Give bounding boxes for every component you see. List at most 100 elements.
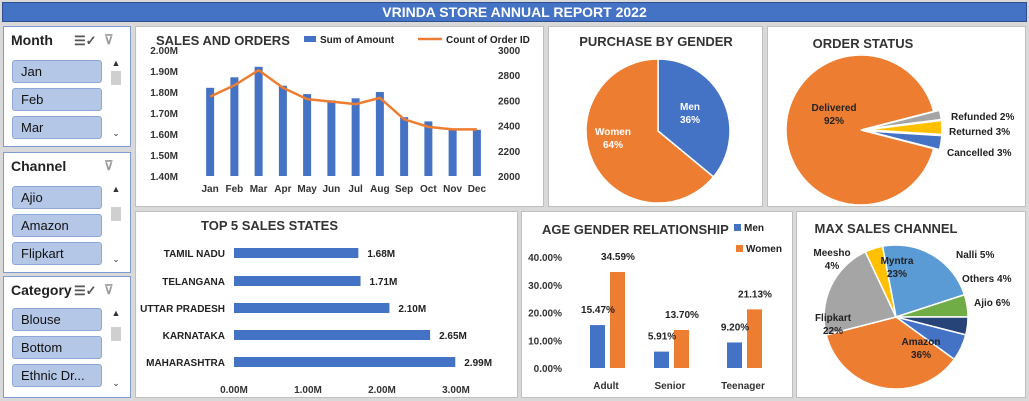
legend-label-women: Women	[746, 244, 782, 255]
data-label-uttar-pradesh: 2.10M	[398, 304, 426, 315]
y-tick-left: 1.60M	[150, 130, 178, 141]
bar-men-adult	[590, 325, 605, 368]
scroll-down-icon[interactable]: ⌄	[112, 254, 120, 264]
slice-value-myntra: 23%	[887, 269, 907, 280]
bar-women-adult	[610, 272, 625, 368]
y-tick-right: 2800	[498, 71, 521, 82]
slice-value-amazon: 36%	[911, 350, 931, 361]
data-label-maharashtra: 2.99M	[464, 358, 492, 369]
slice-label-myntra: Myntra	[881, 256, 914, 267]
x-tick-sep: Sep	[395, 184, 413, 195]
panel-age-gender: AGE GENDER RELATIONSHIP Men Women 0.00% 10.0…	[521, 211, 793, 398]
slicer-item-feb[interactable]: Feb	[12, 88, 102, 111]
scroll-thumb[interactable]	[111, 71, 121, 85]
scroll-down-icon[interactable]: ⌄	[112, 128, 120, 138]
slicer-item-jan[interactable]: Jan	[12, 60, 102, 83]
x-tick-feb: Feb	[225, 184, 243, 195]
slice-label-amazon: Amazon	[902, 337, 941, 348]
y-tick-maharashtra: MAHARASHTRA	[146, 358, 225, 369]
slicer-item-amazon[interactable]: Amazon	[12, 214, 102, 237]
x-tick: 0.00M	[220, 385, 248, 396]
max-channel-chart: MAX SALES CHANNEL Myntra 23% Nalli 5% Others…	[813, 221, 1012, 390]
scroll-up-icon[interactable]: ▲	[111, 308, 121, 318]
bar-maharashtra	[234, 357, 456, 367]
scrollbar[interactable]: ▲ ⌄	[108, 183, 124, 268]
slice-label-meesho: Meesho	[813, 248, 850, 259]
slicer-title: Category	[11, 282, 72, 298]
y-tick-uttar-pradesh: UTTAR PRADESH	[140, 304, 225, 315]
x-tick-may: May	[297, 184, 317, 195]
bar-dec	[472, 129, 481, 176]
slicer-title: Channel	[11, 158, 67, 174]
slice-label-refunded: Refunded 2%	[951, 112, 1014, 123]
bar-aug	[375, 92, 384, 176]
y-tick-right: 2200	[498, 147, 521, 158]
y-tick-left: 2.00M	[150, 46, 178, 57]
bar-oct	[424, 121, 433, 176]
panel-max-channel: MAX SALES CHANNEL Myntra 23% Nalli 5% Others…	[796, 211, 1026, 398]
scroll-thumb[interactable]	[111, 207, 121, 221]
slicer-item-ajio[interactable]: Ajio	[12, 186, 102, 209]
clear-filter-icon[interactable]: ⊽	[104, 158, 114, 173]
order-status-chart: ORDER STATUS Delivered 92% Refunded 2% Retur…	[785, 36, 1014, 206]
scrollbar[interactable]: ▲ ⌄	[108, 57, 124, 142]
y-tick-left: 1.70M	[150, 109, 178, 120]
x-tick-aug: Aug	[370, 184, 389, 195]
x-tick-jun: Jun	[322, 184, 340, 195]
data-label-men-teenager: 9.20%	[721, 322, 749, 333]
scrollbar[interactable]: ▲ ⌄	[108, 307, 124, 392]
slicer-item-mar[interactable]: Mar	[12, 116, 102, 139]
clear-filter-icon[interactable]: ⊽	[104, 282, 114, 297]
bar-feb	[230, 77, 239, 176]
data-label-karnataka: 2.65M	[439, 331, 467, 342]
clear-filter-icon[interactable]: ⊽	[104, 32, 114, 47]
bar-women-teenager	[747, 309, 762, 368]
bar-tamil-nadu	[234, 248, 359, 258]
bar-uttar-pradesh	[234, 303, 390, 313]
bar-mar	[254, 66, 263, 176]
slice-value-men: 36%	[680, 115, 700, 126]
bar-jan	[206, 87, 215, 176]
slice-value-delivered: 92%	[824, 116, 844, 127]
chart-title: SALES AND ORDERS	[156, 33, 290, 48]
multi-select-icon[interactable]: ☰✓	[74, 33, 97, 48]
slice-value-flipkart: 22%	[823, 326, 843, 337]
y-tick-right: 3000	[498, 46, 521, 57]
legend-label-amount: Sum of Amount	[320, 35, 395, 46]
pie-slice-cancelled	[866, 130, 943, 151]
chart-title: PURCHASE BY GENDER	[579, 34, 733, 49]
bar-women-senior	[674, 329, 689, 368]
slicer-item-bottom[interactable]: Bottom	[12, 336, 102, 359]
y-tick: 40.00%	[528, 253, 562, 264]
panel-top-states: TOP 5 SALES STATES TAMIL NADU 1.68M TELANGA…	[135, 211, 518, 398]
slice-label-women: Women	[595, 127, 631, 138]
data-label-telangana: 1.71M	[370, 277, 398, 288]
x-tick: 2.00M	[368, 385, 396, 396]
y-tick-right: 2000	[498, 172, 521, 183]
bar-jun	[327, 100, 336, 176]
slicer-category: Category ☰✓ ⊽ Blouse Bottom Ethnic Dr... ▲…	[3, 276, 131, 398]
scroll-up-icon[interactable]: ▲	[111, 184, 121, 194]
scroll-down-icon[interactable]: ⌄	[112, 378, 120, 388]
data-label-women-senior: 13.70%	[665, 310, 699, 321]
multi-select-icon[interactable]: ☰✓	[74, 283, 97, 298]
scroll-thumb[interactable]	[111, 327, 121, 341]
chart-title: MAX SALES CHANNEL	[814, 221, 957, 236]
y-tick: 10.00%	[528, 336, 562, 347]
slicer-item-ethnic-dress[interactable]: Ethnic Dr...	[12, 364, 102, 387]
pie-slice-refunded	[866, 109, 943, 130]
slicer-month: Month ☰✓ ⊽ Jan Feb Mar ▲ ⌄	[3, 26, 131, 147]
pie-slice-amazon	[825, 316, 956, 390]
bar-sep	[400, 117, 409, 176]
x-tick: 3.00M	[442, 385, 470, 396]
pie-slice-men	[657, 58, 731, 178]
bar-apr	[278, 85, 287, 176]
y-tick-telangana: TELANGANA	[162, 277, 225, 288]
slicer-item-flipkart[interactable]: Flipkart	[12, 242, 102, 265]
slicer-item-blouse[interactable]: Blouse	[12, 308, 102, 331]
y-tick-right: 2600	[498, 96, 521, 107]
scroll-up-icon[interactable]: ▲	[111, 58, 121, 68]
bar-telangana	[234, 276, 361, 286]
slice-label-others: Others 4%	[962, 274, 1012, 285]
data-label-men-adult: 15.47%	[581, 305, 615, 316]
